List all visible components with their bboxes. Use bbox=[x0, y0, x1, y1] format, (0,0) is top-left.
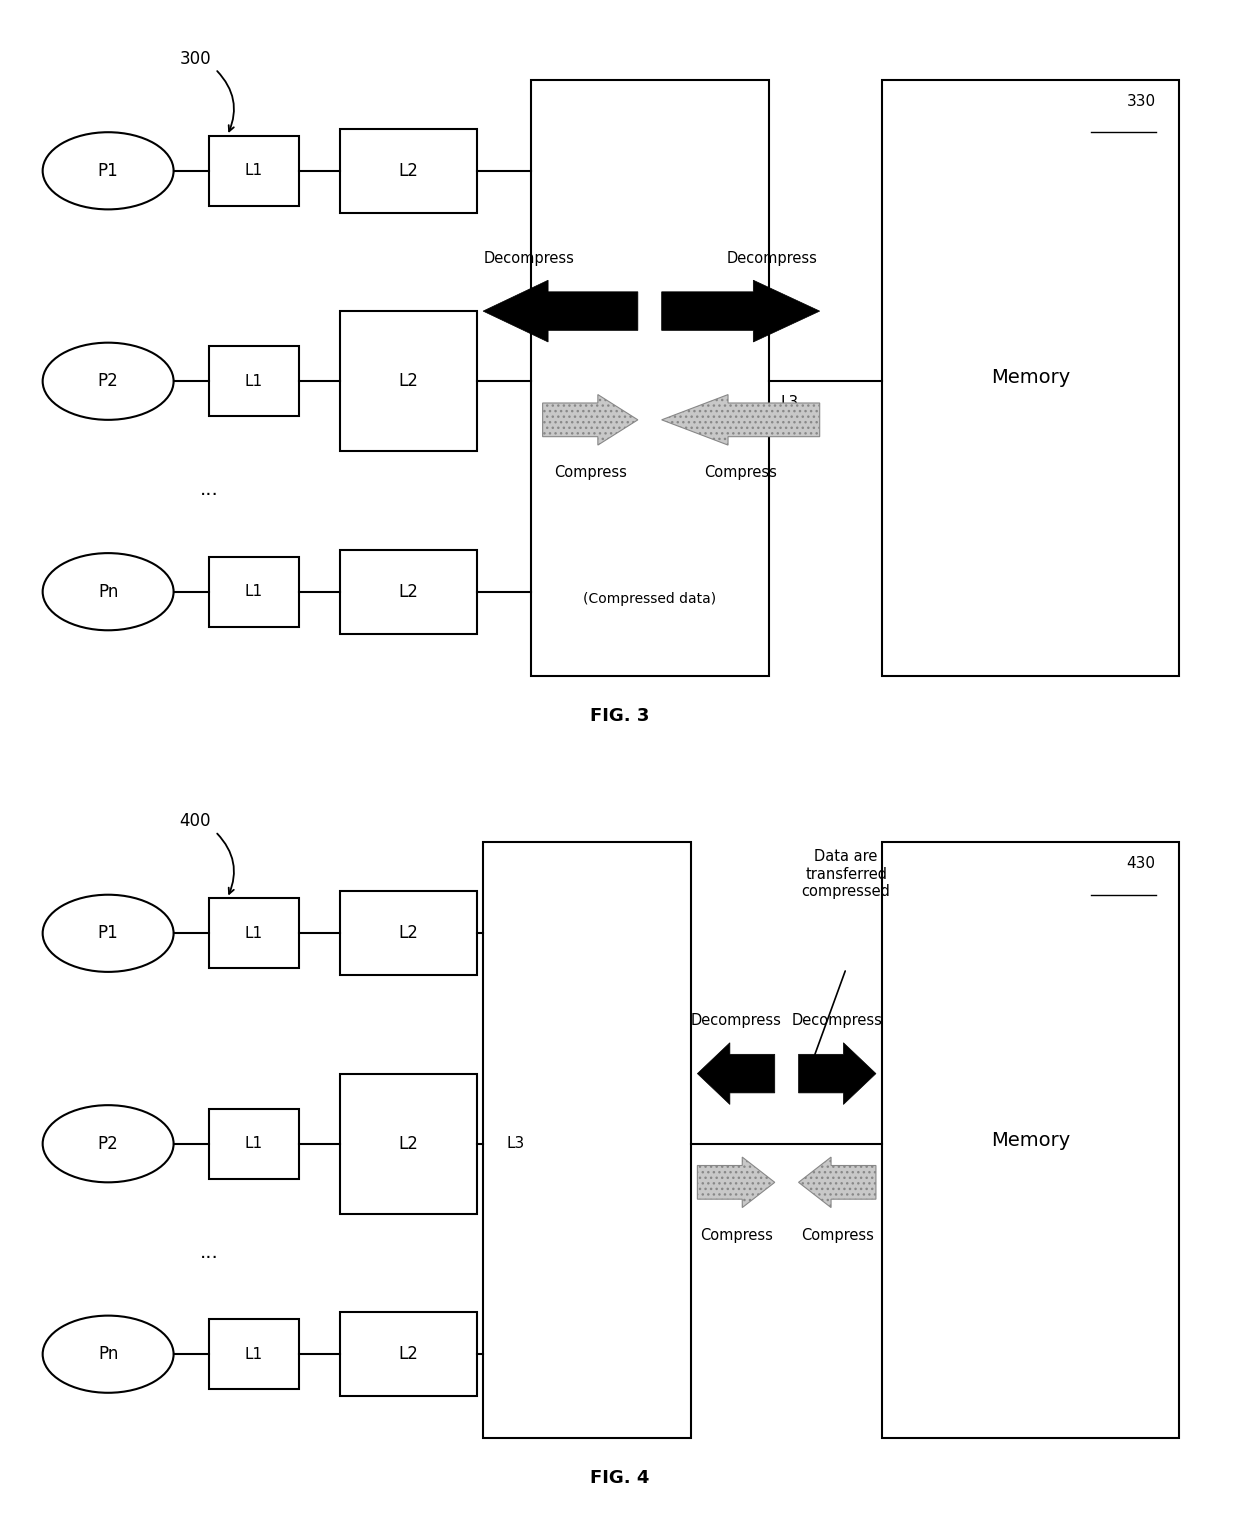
Text: L2: L2 bbox=[399, 372, 419, 390]
Bar bbox=[210, 1319, 299, 1389]
Text: Memory: Memory bbox=[991, 1130, 1070, 1150]
Bar bbox=[340, 891, 477, 976]
Bar bbox=[340, 1312, 477, 1397]
Text: L3: L3 bbox=[507, 1136, 526, 1151]
Polygon shape bbox=[697, 1157, 775, 1208]
Polygon shape bbox=[662, 395, 820, 445]
Text: Decompress: Decompress bbox=[727, 250, 817, 265]
Text: P1: P1 bbox=[98, 162, 119, 180]
Bar bbox=[882, 842, 1179, 1438]
Text: L1: L1 bbox=[244, 1347, 263, 1362]
Bar bbox=[210, 1109, 299, 1179]
Text: L2: L2 bbox=[399, 162, 419, 180]
Text: 430: 430 bbox=[1127, 856, 1156, 871]
Bar bbox=[210, 136, 299, 206]
Polygon shape bbox=[799, 1157, 875, 1208]
Text: (Compressed data): (Compressed data) bbox=[583, 592, 717, 605]
Bar bbox=[340, 1074, 477, 1214]
Text: L1: L1 bbox=[244, 926, 263, 941]
Bar bbox=[531, 79, 769, 676]
Text: L3: L3 bbox=[781, 395, 799, 410]
Text: L2: L2 bbox=[399, 924, 419, 942]
Text: P1: P1 bbox=[98, 924, 119, 942]
Text: L2: L2 bbox=[399, 583, 419, 601]
Text: ...: ... bbox=[200, 1243, 218, 1263]
Text: Decompress: Decompress bbox=[792, 1013, 883, 1028]
Text: Compress: Compress bbox=[699, 1228, 773, 1243]
Text: 330: 330 bbox=[1127, 93, 1156, 108]
Text: Pn: Pn bbox=[98, 1345, 118, 1363]
Text: Compress: Compress bbox=[554, 465, 626, 480]
Polygon shape bbox=[799, 1043, 875, 1104]
Text: Pn: Pn bbox=[98, 583, 118, 601]
Text: Data are
transferred
compressed: Data are transferred compressed bbox=[802, 849, 890, 898]
Text: Compress: Compress bbox=[704, 465, 777, 480]
Text: L1: L1 bbox=[244, 1136, 263, 1151]
Bar bbox=[340, 311, 477, 451]
Bar bbox=[484, 842, 692, 1438]
Bar bbox=[210, 898, 299, 968]
Text: Memory: Memory bbox=[991, 368, 1070, 387]
Text: Decompress: Decompress bbox=[691, 1013, 781, 1028]
Bar bbox=[882, 79, 1179, 676]
Text: ...: ... bbox=[200, 480, 218, 500]
Bar bbox=[210, 557, 299, 627]
Polygon shape bbox=[697, 1043, 775, 1104]
Text: Compress: Compress bbox=[801, 1228, 874, 1243]
Text: L2: L2 bbox=[399, 1345, 419, 1363]
Polygon shape bbox=[484, 281, 637, 342]
Text: L1: L1 bbox=[244, 584, 263, 599]
Text: L1: L1 bbox=[244, 163, 263, 178]
Bar bbox=[210, 346, 299, 416]
Text: P2: P2 bbox=[98, 372, 119, 390]
Text: Decompress: Decompress bbox=[484, 250, 575, 265]
Text: FIG. 3: FIG. 3 bbox=[590, 708, 650, 724]
Bar bbox=[340, 549, 477, 634]
Text: 300: 300 bbox=[180, 49, 211, 67]
Polygon shape bbox=[662, 281, 820, 342]
Text: FIG. 4: FIG. 4 bbox=[590, 1470, 650, 1487]
Bar bbox=[340, 128, 477, 214]
Text: P2: P2 bbox=[98, 1135, 119, 1153]
Text: L2: L2 bbox=[399, 1135, 419, 1153]
Text: 400: 400 bbox=[180, 811, 211, 830]
Text: L1: L1 bbox=[244, 374, 263, 389]
Polygon shape bbox=[543, 395, 637, 445]
